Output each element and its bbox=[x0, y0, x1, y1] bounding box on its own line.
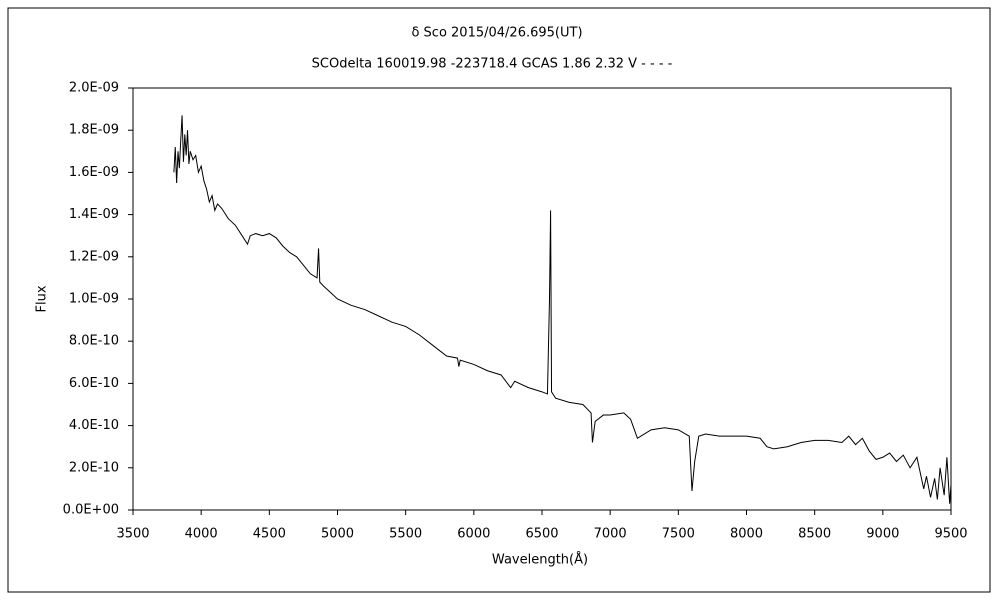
outer-frame bbox=[7, 7, 991, 593]
y-tick-label: 4.0E-10 bbox=[69, 418, 119, 433]
x-tick-label: 7500 bbox=[662, 527, 695, 542]
y-tick-label: 2.0E-10 bbox=[69, 460, 119, 475]
x-tick-label: 8500 bbox=[798, 527, 831, 542]
x-tick-label: 4000 bbox=[185, 527, 218, 542]
y-tick-label: 6.0E-10 bbox=[69, 376, 119, 391]
y-tick-label: 1.4E-09 bbox=[69, 207, 119, 222]
x-tick-label: 6000 bbox=[457, 527, 490, 542]
x-tick-label: 3500 bbox=[116, 527, 149, 542]
chart-title: δ Sco 2015/04/26.695(UT) bbox=[411, 26, 582, 41]
x-tick-label: 9500 bbox=[934, 527, 967, 542]
x-tick-label: 9000 bbox=[866, 527, 899, 542]
y-tick-label: 0.0E+00 bbox=[63, 503, 119, 518]
y-axis-label: Flux bbox=[35, 285, 50, 312]
x-tick-label: 6500 bbox=[525, 527, 558, 542]
x-tick-label: 5000 bbox=[321, 527, 354, 542]
y-tick-label: 1.6E-09 bbox=[69, 165, 119, 180]
spectrum-line bbox=[173, 115, 952, 504]
x-tick-label: 5500 bbox=[389, 527, 422, 542]
x-tick-label: 4500 bbox=[253, 527, 286, 542]
x-axis-label: Wavelength(Å) bbox=[492, 552, 588, 568]
y-tick-label: 2.0E-09 bbox=[69, 81, 119, 96]
x-tick-label: 8000 bbox=[730, 527, 763, 542]
y-tick-label: 8.0E-10 bbox=[69, 334, 119, 349]
y-tick-label: 1.8E-09 bbox=[69, 123, 119, 138]
chart-subtitle: SCOdelta 160019.98 -223718.4 GCAS 1.86 2… bbox=[312, 57, 673, 72]
x-tick-label: 7000 bbox=[594, 527, 627, 542]
y-tick-label: 1.0E-09 bbox=[69, 292, 119, 307]
y-tick-label: 1.2E-09 bbox=[69, 249, 119, 264]
